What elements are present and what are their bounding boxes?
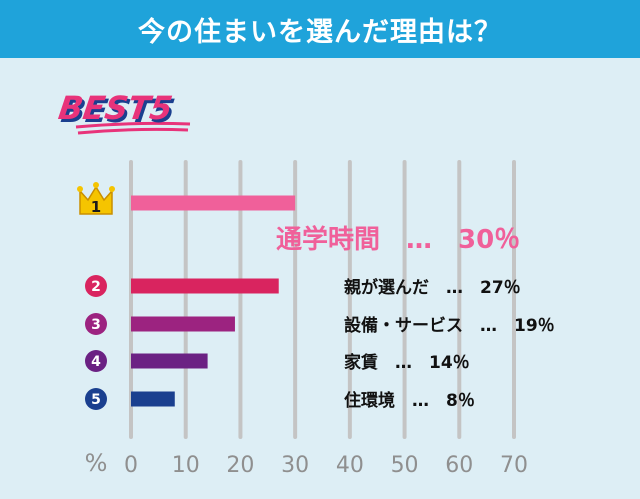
badge-underline: [75, 121, 191, 129]
crown-icon: 1: [77, 182, 115, 216]
badge-text-shadow: BEST5: [59, 92, 178, 130]
x-tick-label: 20: [226, 453, 254, 478]
page-title: 今の住まいを選んだ理由は？: [138, 16, 502, 48]
bars: [131, 195, 296, 407]
rank-label: 5: [91, 392, 101, 408]
best5-badge: BEST5 BEST5: [56, 89, 191, 135]
rank-label: 3: [91, 317, 101, 333]
rank-badge: [85, 388, 107, 410]
rank-label: 1: [91, 198, 101, 216]
rank-markers: 1 2 3 4 5: [77, 182, 115, 410]
x-axis-label: %: [85, 449, 108, 477]
rank-label: 4: [91, 354, 101, 370]
badge-underline-2: [77, 127, 189, 135]
rank-badge: [85, 275, 107, 297]
bar: [131, 195, 296, 211]
x-tick-label: 40: [336, 453, 364, 478]
x-tick-label: 30: [281, 453, 309, 478]
x-tick-label: 60: [445, 453, 473, 478]
bar: [131, 316, 235, 332]
x-tick-labels: 0 10 20 30 40 50 60 70: [124, 453, 528, 478]
x-tick-label: 70: [500, 453, 528, 478]
x-tick-label: 50: [391, 453, 419, 478]
bar: [131, 391, 175, 407]
data-labels: 通学時間 … 30％ 親が選んだ … 27％ 設備・サービス … 19％ 家賃 … 1…: [276, 224, 555, 411]
rank-badge: [85, 350, 107, 372]
data-label: 家賃 … 14％: [344, 352, 470, 373]
data-label: 設備・サービス … 19％: [344, 315, 555, 336]
x-tick-label: 10: [172, 453, 200, 478]
badge-text: BEST5: [56, 89, 175, 127]
title-bar: 今の住まいを選んだ理由は？: [0, 0, 640, 58]
data-label: 住環境 … 8％: [344, 390, 475, 411]
rank-badge: [85, 313, 107, 335]
bar: [131, 353, 208, 369]
data-label: 親が選んだ … 27％: [344, 277, 521, 298]
x-tick-label: 0: [124, 453, 138, 478]
bar: [131, 278, 279, 294]
rank-label: 2: [91, 279, 101, 295]
data-label: 通学時間 … 30％: [276, 224, 520, 255]
